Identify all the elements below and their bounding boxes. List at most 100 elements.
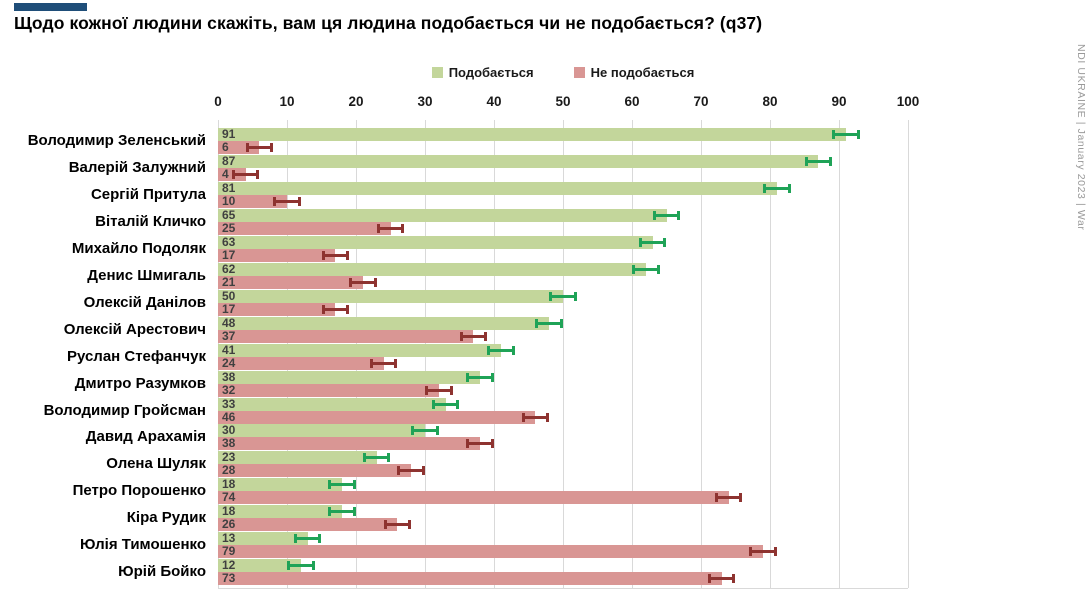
gridline [563,120,564,588]
like-bar: 18 [218,478,343,492]
dislike-bar: 17 [218,248,336,262]
bar-value-label: 37 [222,328,236,343]
error-bar-line [376,226,405,230]
x-axis-tick-label: 50 [555,94,571,109]
bar-value-label: 62 [222,261,236,276]
error-bar-cap [401,223,405,233]
like-error-bar [466,372,494,382]
error-bar-cap [328,480,332,490]
error-bar-cap [638,237,642,247]
error-bar-line [328,510,356,514]
error-bar-cap [732,574,736,584]
bar-value-label: 33 [222,396,236,411]
error-bar-cap [297,196,301,206]
error-bar-cap [245,143,249,152]
error-bar-cap [321,304,325,314]
error-bar-cap [763,183,767,193]
error-bar-cap [352,507,356,517]
dislike-bar: 25 [218,221,391,235]
like-error-bar [804,156,833,166]
bar-value-label: 24 [222,355,236,370]
error-bar-cap [397,466,401,476]
bar-value-label: 73 [222,571,236,586]
like-bar: 50 [218,288,563,303]
dislike-error-bar [466,439,494,449]
error-bar-cap [511,345,515,355]
error-bar-cap [749,547,753,557]
like-error-bar [293,534,322,544]
error-bar-cap [293,534,297,544]
error-bar-cap [387,453,391,463]
error-bar-cap [832,130,836,139]
error-bar-cap [449,385,453,395]
error-bar-cap [739,493,743,503]
bar-value-label: 48 [222,315,236,330]
bar-value-label: 4 [222,166,229,181]
bar-value-label: 18 [222,504,236,519]
error-bar-line [321,307,350,311]
error-bar-cap [287,561,290,571]
error-bar-cap [231,169,235,179]
dislike-bar: 17 [218,302,336,316]
error-bar-cap [656,264,660,274]
dislike-error-bar [349,277,377,287]
bar-value-label: 81 [222,180,236,195]
like-error-bar [632,264,660,274]
like-error-bar [487,345,515,355]
like-bar: 13 [218,532,308,546]
error-bar-cap [349,277,353,287]
dislike-bar: 46 [218,410,536,424]
category-label: Давид Арахамія [85,428,206,446]
error-bar-line [383,523,412,527]
error-bar-line [321,253,350,257]
error-bar-line [349,280,377,284]
like-bar: 41 [218,343,501,357]
x-axis-tick-label: 0 [214,94,222,109]
error-bar-line [638,240,667,244]
chart-title: Щодо кожної людини скажіть, вам ця людин… [14,13,763,33]
like-error-bar [328,507,356,517]
error-bar-cap [466,372,470,382]
dislike-error-bar [425,385,453,395]
dislike-error-bar [459,331,488,341]
x-axis-tick-label: 40 [486,94,502,109]
bar-value-label: 87 [222,153,236,168]
x-axis-tick-label: 60 [624,94,640,109]
like-bar: 91 [218,128,846,141]
bar-value-label: 23 [222,450,236,465]
error-bar-line [632,267,660,271]
gridline [632,120,633,588]
like-bar: 81 [218,180,777,195]
error-bar-line [245,146,274,149]
dislike-error-bar [369,358,398,368]
x-axis-tick-label: 100 [896,94,920,109]
error-bar-cap [856,130,860,139]
bar-value-label: 50 [222,288,236,303]
dislike-bar: 37 [218,328,474,343]
dislike-error-bar [376,223,405,233]
bar-value-label: 74 [222,490,236,505]
error-bar-cap [311,561,315,571]
error-bar-line [749,550,777,554]
error-bar-line [293,537,322,541]
error-bar-cap [632,264,635,274]
like-bar: 12 [218,559,301,573]
error-bar-cap [369,358,373,368]
category-label: Денис Шмигаль [87,266,206,284]
error-bar-cap [383,520,387,530]
bar-value-label: 65 [222,207,236,222]
accent-bar [14,3,87,11]
dislike-error-bar [321,304,350,314]
like-error-bar [549,291,577,301]
bar-value-label: 38 [222,369,236,384]
like-error-bar [652,210,681,220]
like-bar: 48 [218,315,550,330]
legend-label-dislike: Не подобається [590,65,695,80]
bar-value-label: 26 [222,517,236,532]
dislike-error-bar [383,520,412,530]
error-bar-cap [431,399,435,409]
category-label: Михайло Подоляк [71,239,206,257]
category-label: Юрій Бойко [118,563,206,581]
error-bar-line [459,334,488,338]
